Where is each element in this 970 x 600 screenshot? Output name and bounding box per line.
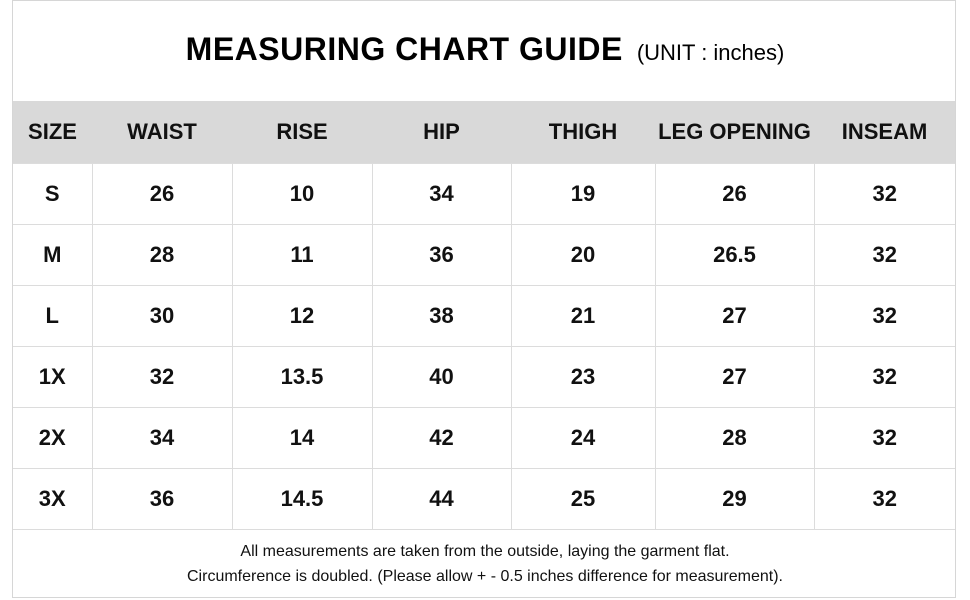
table-cell-inseam: 32 (813, 285, 955, 347)
table-cell-thigh: 21 (510, 285, 655, 347)
table-cell-thigh: 25 (510, 468, 655, 530)
table-cell-inseam: 32 (813, 407, 955, 469)
table-cell-inseam: 32 (813, 468, 955, 530)
column-header-size: SIZE (13, 101, 92, 164)
table-cell-waist: 26 (91, 163, 232, 225)
footnote-measurement-method: All measurements are taken from the outs… (240, 543, 730, 560)
table-cell-thigh: 19 (510, 163, 655, 225)
column-header-thigh: THIGH (511, 101, 655, 164)
table-cell-rise: 13.5 (231, 346, 372, 408)
table-cell-leg-opening: 28 (654, 407, 814, 469)
table-cell-hip: 44 (371, 468, 511, 530)
table-cell-leg-opening: 27 (654, 346, 814, 408)
table-cell-size: M (13, 224, 92, 286)
table-cell-rise: 10 (231, 163, 372, 225)
table-cell-size: 1X (13, 346, 92, 408)
measurement-table: SIZE WAIST RISE HIP THIGH LEG OPENING IN… (13, 101, 955, 530)
table-cell-hip: 40 (371, 346, 511, 408)
column-header-waist: WAIST (92, 101, 232, 164)
table-row: 3X 36 14.5 44 25 29 32 (13, 468, 955, 530)
table-row: S 26 10 34 19 26 32 (13, 163, 955, 225)
table-cell-inseam: 32 (813, 163, 955, 225)
table-cell-size: S (13, 163, 92, 225)
table-cell-rise: 14.5 (231, 468, 372, 530)
table-cell-hip: 42 (371, 407, 511, 469)
table-cell-waist: 32 (91, 346, 232, 408)
table-cell-thigh: 23 (510, 346, 655, 408)
table-cell-waist: 30 (91, 285, 232, 347)
table-row: L 30 12 38 21 27 32 (13, 285, 955, 347)
table-cell-hip: 38 (371, 285, 511, 347)
table-cell-waist: 36 (91, 468, 232, 530)
table-cell-thigh: 20 (510, 224, 655, 286)
table-row: M 28 11 36 20 26.5 32 (13, 224, 955, 286)
table-cell-size: 3X (13, 468, 92, 530)
table-cell-leg-opening: 29 (654, 468, 814, 530)
table-cell-hip: 36 (371, 224, 511, 286)
column-header-inseam: INSEAM (814, 101, 955, 164)
table-header-row: SIZE WAIST RISE HIP THIGH LEG OPENING IN… (13, 101, 955, 164)
table-cell-rise: 14 (231, 407, 372, 469)
page-title: MEASURING CHART GUIDE (185, 31, 623, 67)
table-cell-leg-opening: 27 (654, 285, 814, 347)
table-cell-leg-opening: 26.5 (654, 224, 814, 286)
footnotes: All measurements are taken from the outs… (13, 539, 957, 589)
table-cell-inseam: 32 (813, 224, 955, 286)
table-row: 2X 34 14 42 24 28 32 (13, 407, 955, 469)
table-cell-rise: 12 (231, 285, 372, 347)
column-header-leg-opening: LEG OPENING (655, 101, 814, 164)
table-cell-hip: 34 (371, 163, 511, 225)
table-cell-inseam: 32 (813, 346, 955, 408)
table-cell-leg-opening: 26 (654, 163, 814, 225)
unit-label: (UNIT : inches) (636, 40, 785, 65)
size-chart: MEASURING CHART GUIDE (UNIT : inches) SIZ… (12, 0, 956, 598)
column-header-rise: RISE (232, 101, 372, 164)
table-cell-size: 2X (13, 407, 92, 469)
table-cell-waist: 34 (91, 407, 232, 469)
column-header-hip: HIP (372, 101, 511, 164)
table-cell-rise: 11 (231, 224, 372, 286)
footnote-circumference: Circumference is doubled. (Please allow … (187, 568, 783, 585)
table-row: 1X 32 13.5 40 23 27 32 (13, 346, 955, 408)
title-row: MEASURING CHART GUIDE (UNIT : inches) (13, 31, 957, 81)
table-cell-size: L (13, 285, 92, 347)
table-cell-thigh: 24 (510, 407, 655, 469)
table-cell-waist: 28 (91, 224, 232, 286)
